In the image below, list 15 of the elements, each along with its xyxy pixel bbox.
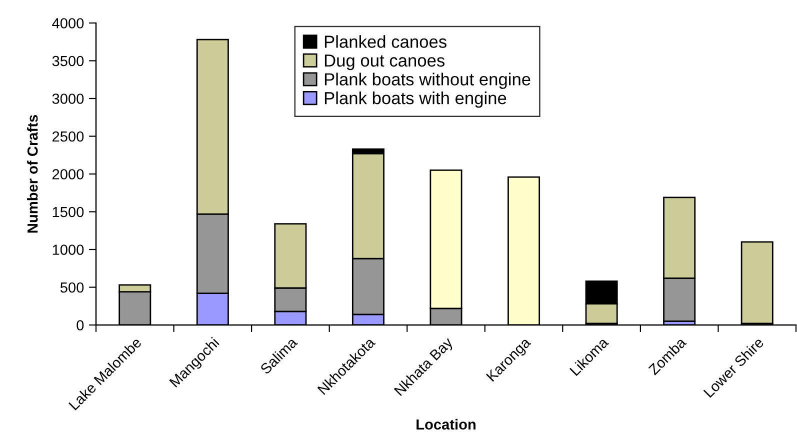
y-tick-label: 2500 xyxy=(52,131,84,142)
y-tick-label: 2000 xyxy=(52,169,84,180)
y-tick-label: 1500 xyxy=(52,206,84,218)
y-tick-label: 1000 xyxy=(52,244,84,255)
legend-label: Dug out canoes xyxy=(324,54,445,70)
y-tick-label: 3500 xyxy=(52,56,84,66)
legend-label: Plank boats without engine xyxy=(324,72,530,89)
y-tick-label: 500 xyxy=(60,282,84,293)
y-tick-label: 4000 xyxy=(52,18,84,28)
y-tick-label: 3000 xyxy=(52,94,84,104)
legend-label: Planked canoes xyxy=(324,35,446,48)
x-axis-title: Location xyxy=(416,418,476,430)
legend-label: Plank boats with engine xyxy=(324,92,506,108)
y-tick-label: 0 xyxy=(76,320,84,330)
y-axis-title: Number of Crafts xyxy=(27,115,38,233)
